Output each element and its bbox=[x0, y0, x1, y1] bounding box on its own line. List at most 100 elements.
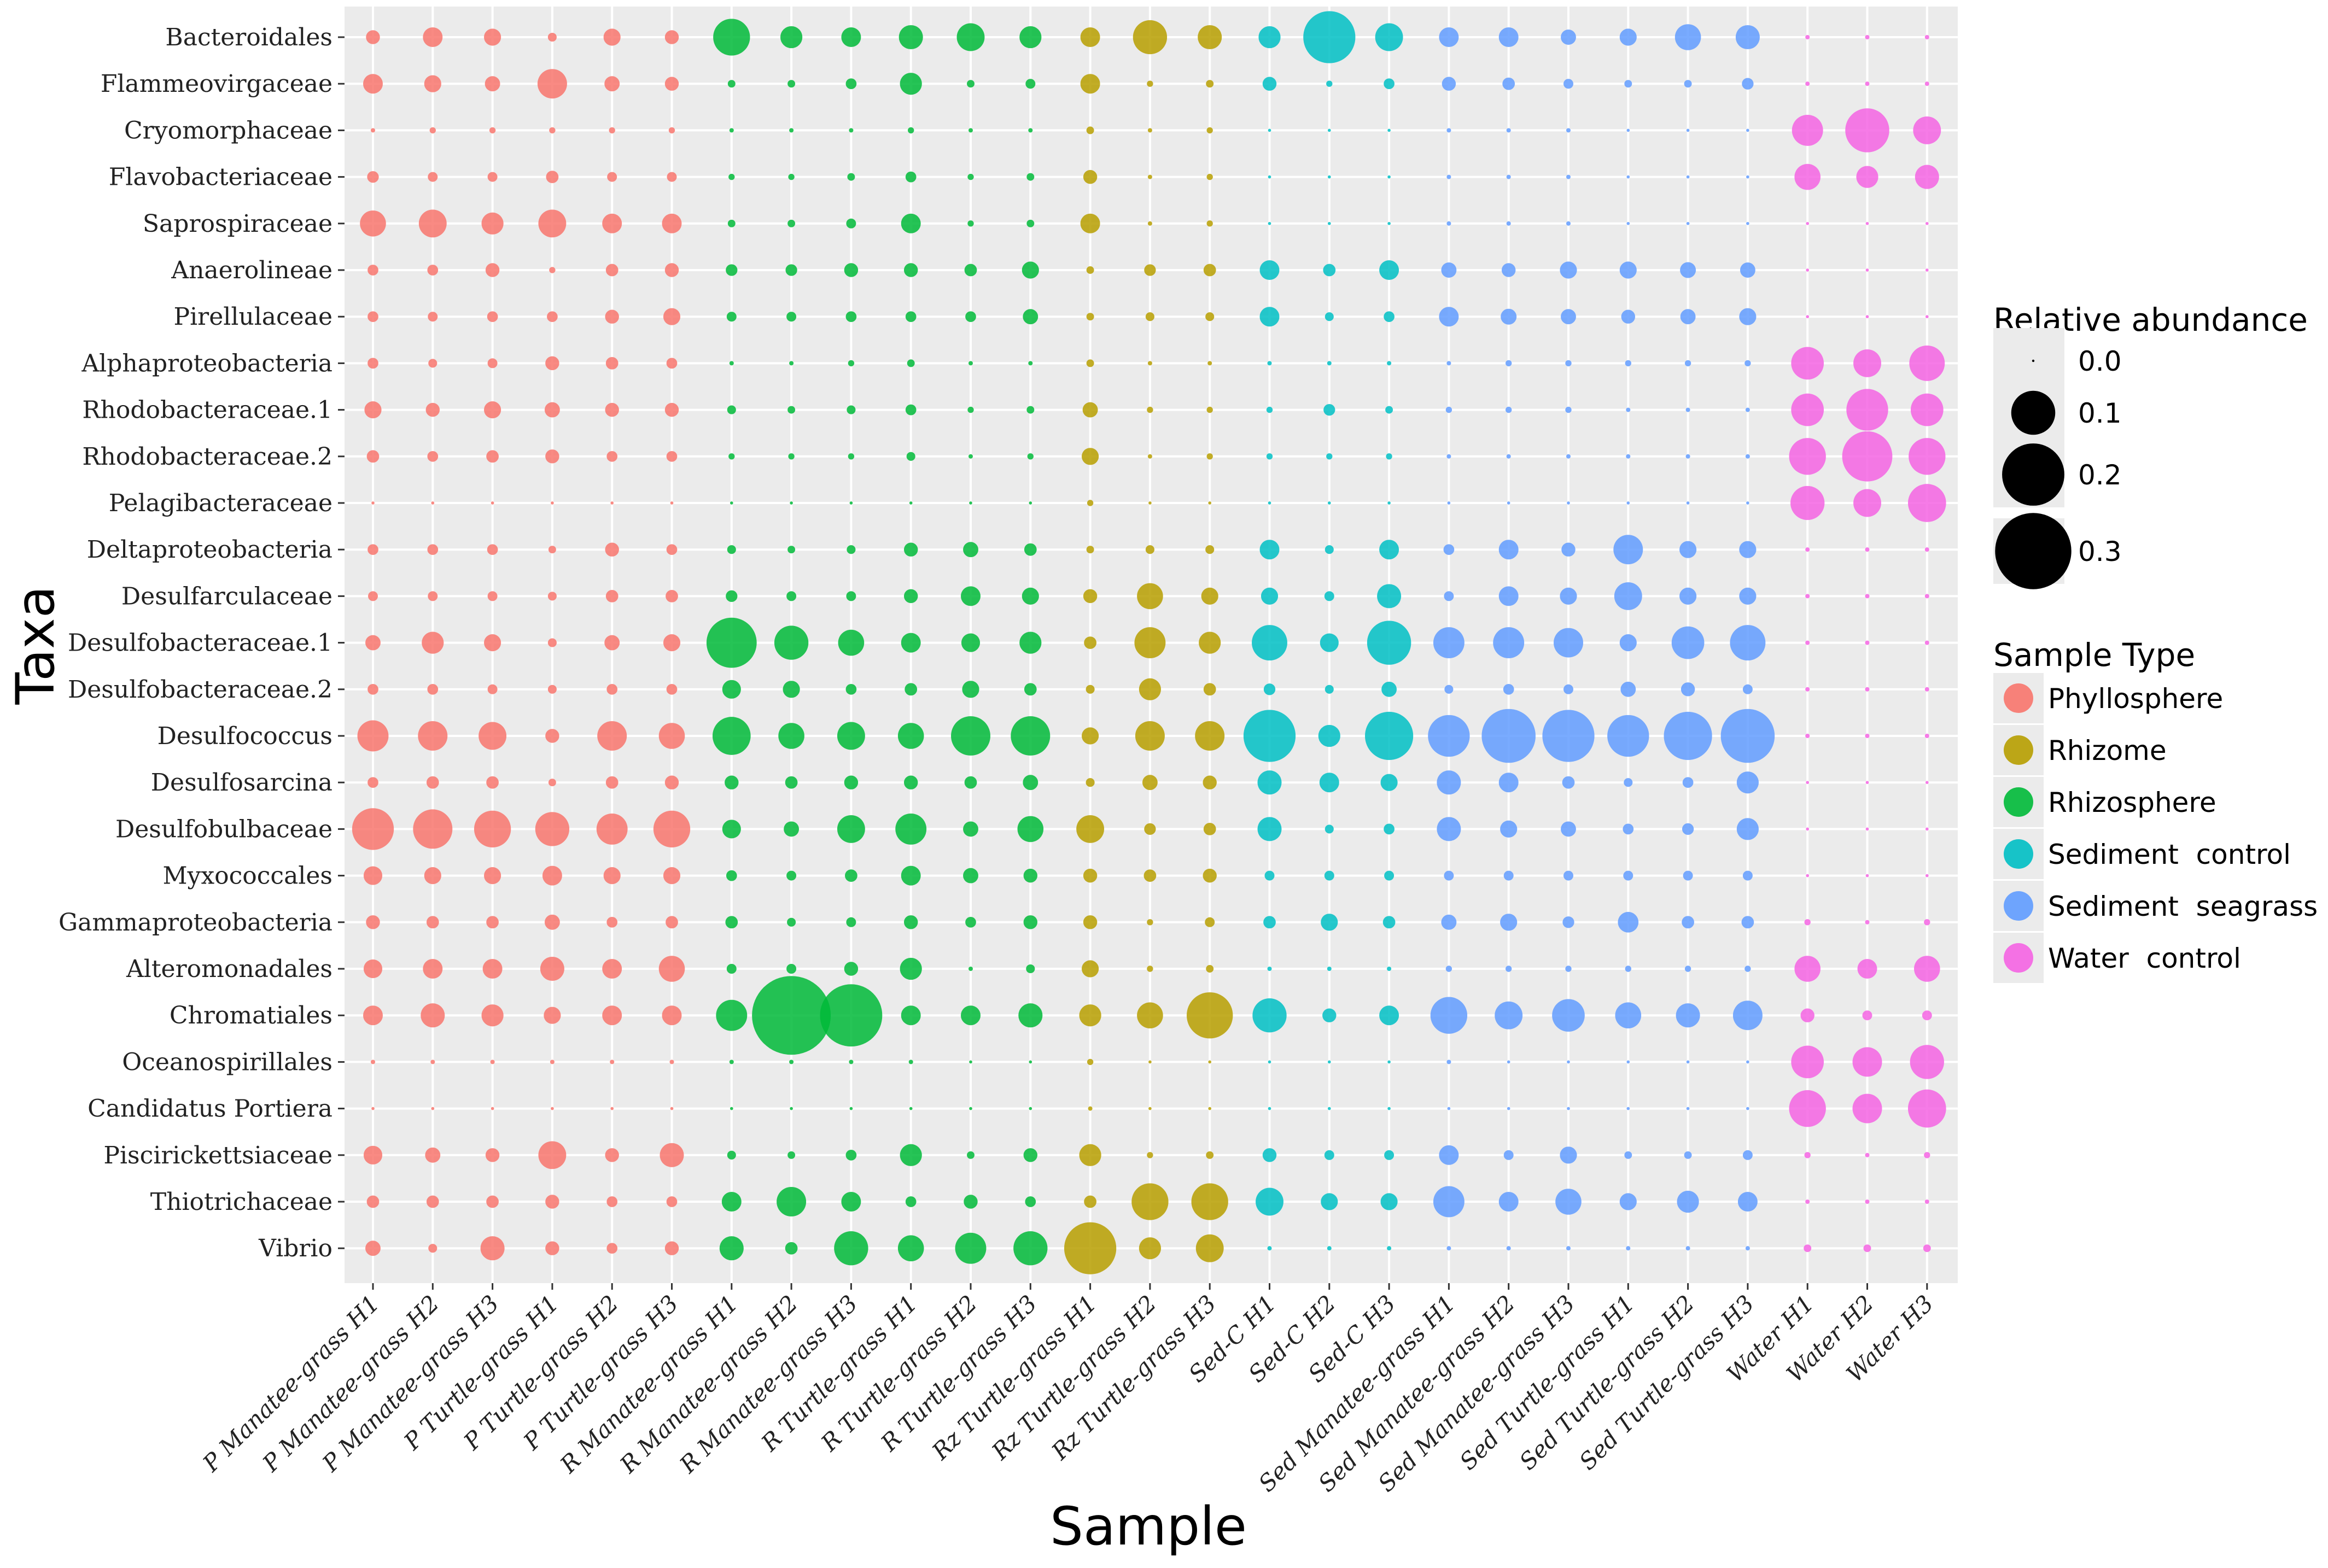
bubble bbox=[1086, 546, 1094, 554]
bubble bbox=[1865, 315, 1869, 319]
bubble bbox=[1203, 868, 1217, 883]
bubble bbox=[1147, 80, 1153, 87]
bubble bbox=[1503, 683, 1514, 695]
bubble bbox=[1079, 1004, 1101, 1027]
bubble bbox=[1909, 438, 1946, 475]
bubble bbox=[1566, 174, 1571, 179]
bubble bbox=[1684, 966, 1691, 972]
bubble bbox=[1500, 914, 1518, 931]
bubble bbox=[1736, 818, 1759, 840]
bubble bbox=[428, 591, 438, 601]
bubble bbox=[542, 865, 562, 886]
y-tick-label: Thiotrichaceae bbox=[150, 1188, 332, 1216]
bubble bbox=[366, 1195, 380, 1208]
bubble bbox=[1206, 127, 1213, 134]
bubble bbox=[1865, 733, 1870, 739]
bubble bbox=[544, 402, 560, 418]
bubble bbox=[1742, 870, 1753, 881]
bubble bbox=[844, 962, 859, 976]
bubble bbox=[1195, 721, 1225, 751]
bubble bbox=[658, 956, 685, 982]
bubble bbox=[662, 213, 682, 233]
bubble bbox=[1674, 24, 1701, 50]
bubble bbox=[1086, 126, 1094, 134]
bubble bbox=[1686, 221, 1690, 225]
bubble bbox=[1925, 781, 1929, 785]
type-key-label: Rhizome bbox=[2048, 735, 2167, 767]
bubble bbox=[423, 27, 443, 47]
bubble bbox=[1148, 1060, 1152, 1064]
bubble bbox=[1387, 1107, 1391, 1110]
bubble bbox=[1379, 260, 1399, 280]
bubble bbox=[1563, 870, 1573, 881]
bubble bbox=[900, 1144, 922, 1166]
bubble bbox=[490, 1060, 495, 1064]
bubble bbox=[1206, 173, 1213, 180]
bubble bbox=[668, 127, 675, 134]
bubble bbox=[965, 916, 976, 928]
bubble bbox=[1147, 174, 1152, 179]
bubble bbox=[901, 213, 921, 233]
bubble bbox=[1439, 27, 1459, 47]
bubble bbox=[1264, 870, 1275, 881]
bubble bbox=[1745, 1246, 1750, 1251]
bubble bbox=[1324, 1150, 1334, 1160]
bubble bbox=[428, 312, 438, 322]
bubble bbox=[1619, 634, 1637, 652]
bubble bbox=[1740, 262, 1755, 278]
bubble bbox=[1621, 309, 1636, 324]
bubble bbox=[1446, 454, 1451, 459]
bubble bbox=[480, 1236, 505, 1261]
bubble bbox=[1623, 823, 1634, 835]
bubble bbox=[605, 1148, 619, 1162]
bubble bbox=[1365, 711, 1414, 760]
type-key-label: Sediment control bbox=[2048, 839, 2291, 870]
y-tick-label: Oceanospirillales bbox=[122, 1048, 332, 1076]
bubble bbox=[848, 360, 855, 367]
bubble bbox=[1865, 640, 1870, 645]
bubble bbox=[1327, 1060, 1331, 1064]
bubble bbox=[1325, 545, 1334, 554]
bubble bbox=[784, 821, 800, 837]
bubble bbox=[1268, 1107, 1271, 1110]
bubble bbox=[1567, 1060, 1570, 1064]
type-key-dot bbox=[2004, 683, 2033, 713]
bubble bbox=[426, 776, 439, 789]
bubble bbox=[1624, 1151, 1632, 1159]
bubble bbox=[1742, 684, 1753, 694]
y-tick-label: Rhodobacteraceae.1 bbox=[82, 396, 332, 424]
bubble bbox=[1865, 594, 1870, 599]
bubble bbox=[1080, 213, 1100, 233]
bubble bbox=[544, 1007, 561, 1024]
bubble bbox=[1259, 260, 1280, 280]
bubble bbox=[1865, 547, 1870, 552]
bubble bbox=[1800, 1008, 1814, 1022]
bubble bbox=[1507, 1060, 1510, 1064]
bubble bbox=[429, 127, 436, 134]
bubble bbox=[790, 1107, 793, 1110]
bubble bbox=[1430, 997, 1468, 1034]
bubble bbox=[670, 501, 674, 505]
bubble bbox=[787, 80, 796, 88]
type-key-dot bbox=[2004, 891, 2033, 921]
bubble bbox=[1626, 128, 1630, 132]
bubble bbox=[1382, 916, 1396, 929]
bubble bbox=[909, 501, 913, 505]
bubble bbox=[1686, 128, 1690, 132]
bubble bbox=[1863, 1244, 1871, 1253]
bubble bbox=[545, 449, 559, 464]
bubble bbox=[363, 866, 383, 885]
bubble bbox=[1852, 1047, 1882, 1077]
bubble bbox=[905, 683, 918, 696]
size-key-label: 0.1 bbox=[2078, 397, 2122, 429]
bubble bbox=[786, 870, 797, 881]
type-key-dot bbox=[2004, 839, 2033, 869]
y-tick-label: Piscirickettsiaceae bbox=[103, 1142, 332, 1169]
bubble bbox=[1437, 770, 1461, 795]
bubble bbox=[1387, 1060, 1391, 1064]
bubble bbox=[1805, 640, 1810, 645]
bubble bbox=[1560, 1146, 1577, 1164]
bubble bbox=[1195, 1234, 1224, 1262]
bubble bbox=[1443, 544, 1455, 555]
bubble bbox=[425, 402, 440, 417]
